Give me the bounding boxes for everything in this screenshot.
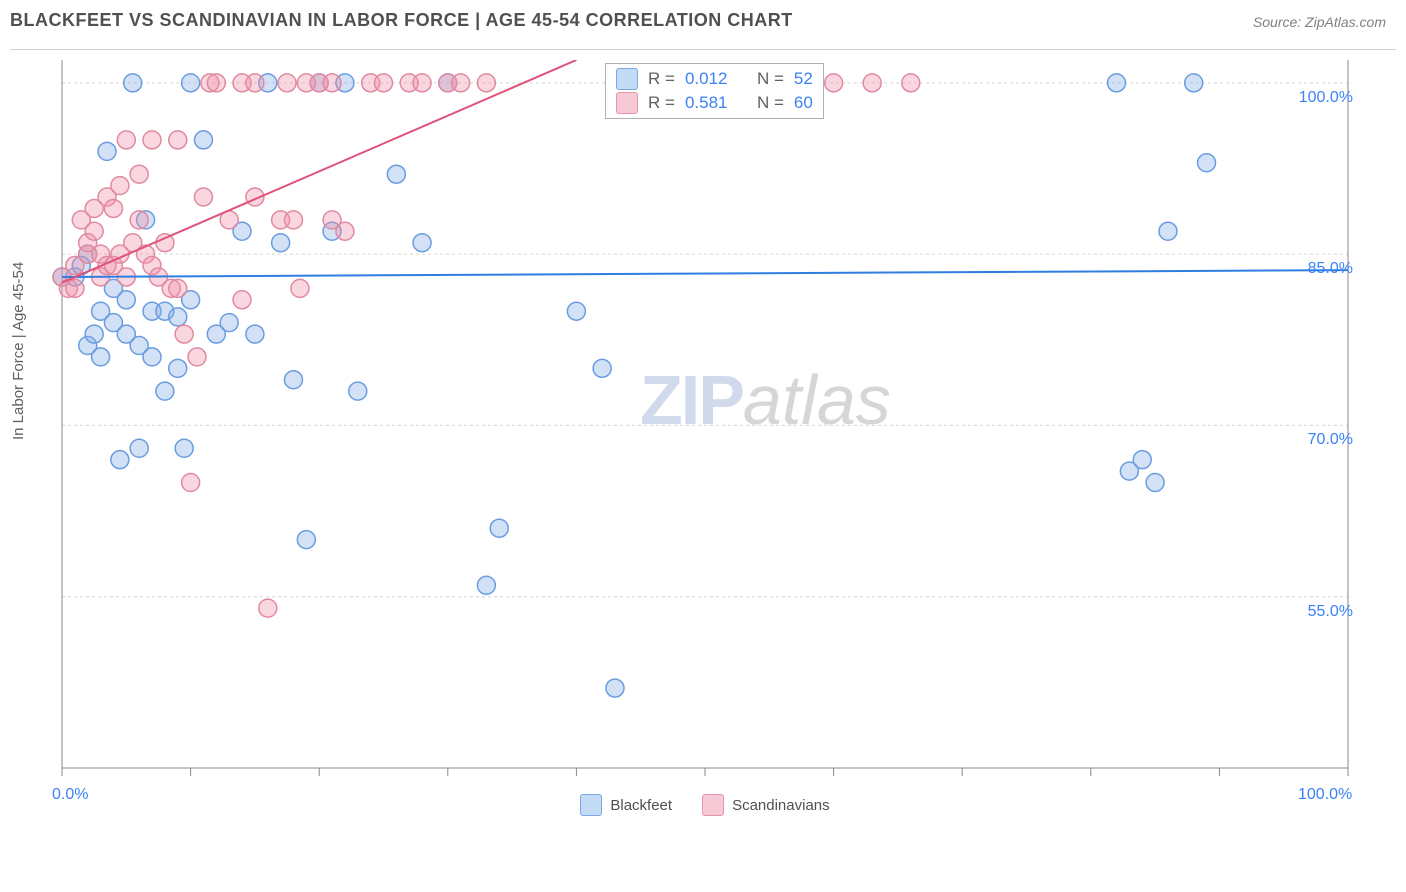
legend-swatch — [702, 794, 724, 816]
y-tick-label: 55.0% — [1283, 603, 1353, 621]
chart-area: ZIPatlas R = 0.012 N = 52R = 0.581 N = 6… — [50, 60, 1360, 820]
legend-label: Blackfeet — [610, 797, 672, 814]
y-tick-label: 70.0% — [1283, 431, 1353, 449]
y-tick-label: 85.0% — [1283, 260, 1353, 278]
legend-swatch — [580, 794, 602, 816]
y-axis-label: In Labor Force | Age 45-54 — [10, 262, 27, 440]
legend-item: Scandinavians — [702, 794, 830, 816]
stats-row: R = 0.581 N = 60 — [616, 92, 813, 114]
legend-label: Scandinavians — [732, 797, 830, 814]
source-label: Source: ZipAtlas.com — [1253, 14, 1386, 30]
scatter-chart-svg — [50, 60, 1360, 790]
stats-box: R = 0.012 N = 52R = 0.581 N = 60 — [605, 63, 824, 119]
legend: Blackfeet Scandinavians — [50, 790, 1360, 820]
chart-container: BLACKFEET VS SCANDINAVIAN IN LABOR FORCE… — [0, 0, 1406, 892]
title-bar: BLACKFEET VS SCANDINAVIAN IN LABOR FORCE… — [10, 10, 1396, 50]
stats-swatch — [616, 68, 638, 90]
stats-swatch — [616, 92, 638, 114]
chart-title: BLACKFEET VS SCANDINAVIAN IN LABOR FORCE… — [10, 10, 793, 30]
legend-item: Blackfeet — [580, 794, 672, 816]
y-tick-label: 100.0% — [1283, 89, 1353, 107]
stats-row: R = 0.012 N = 52 — [616, 68, 813, 90]
